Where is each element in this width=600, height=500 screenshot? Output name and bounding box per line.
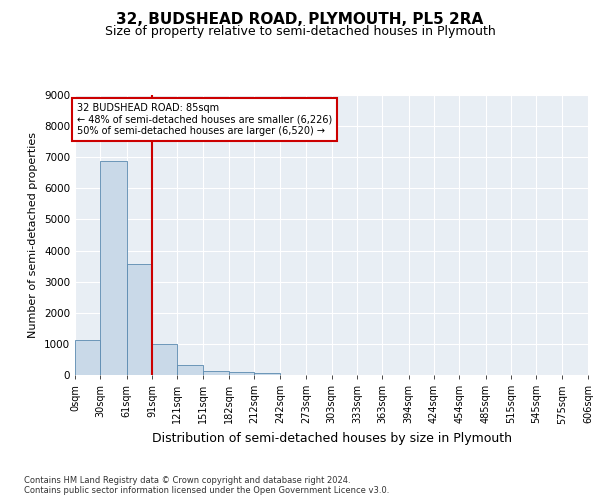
Bar (254, 372, 280, 375)
Y-axis label: Number of semi-detached properties: Number of semi-detached properties (28, 132, 38, 338)
Text: Contains HM Land Registry data © Crown copyright and database right 2024.
Contai: Contains HM Land Registry data © Crown c… (24, 476, 389, 495)
X-axis label: Distribution of semi-detached houses by size in Plymouth: Distribution of semi-detached houses by … (151, 432, 511, 445)
Text: Size of property relative to semi-detached houses in Plymouth: Size of property relative to semi-detach… (104, 25, 496, 38)
Text: 32, BUDSHEAD ROAD, PLYMOUTH, PL5 2RA: 32, BUDSHEAD ROAD, PLYMOUTH, PL5 2RA (116, 12, 484, 28)
Bar (100, 161, 127, 375)
Bar (75, 340, 100, 375)
Bar (152, 344, 178, 375)
Bar (127, 264, 152, 375)
Bar (178, 365, 203, 375)
Bar (203, 370, 229, 375)
Bar (229, 372, 254, 375)
Text: 32 BUDSHEAD ROAD: 85sqm
← 48% of semi-detached houses are smaller (6,226)
50% of: 32 BUDSHEAD ROAD: 85sqm ← 48% of semi-de… (77, 103, 332, 136)
